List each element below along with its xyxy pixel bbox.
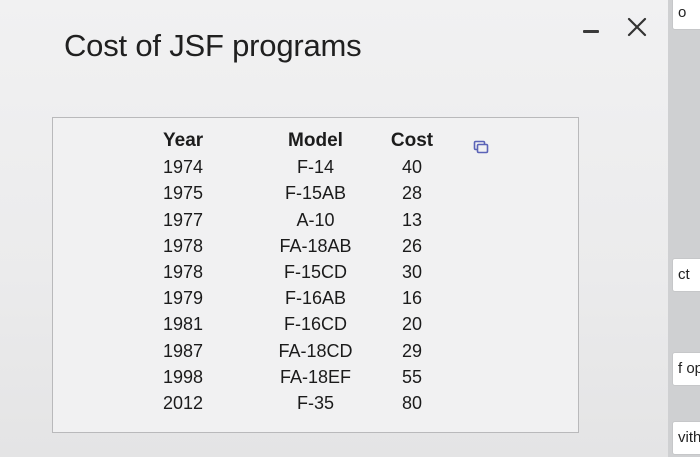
table-row: 1987 FA-18CD 29 — [163, 338, 452, 364]
cell-model: FA-18AB — [279, 235, 352, 256]
cell-model: F-14 — [296, 157, 334, 178]
cell-year: 1978 — [163, 235, 204, 256]
table-row: 1978 FA-18AB 26 — [163, 233, 452, 259]
table-row: 1998 FA-18EF 55 — [163, 364, 452, 390]
cell-model: FA-18EF — [279, 366, 352, 387]
cell-model: FA-18CD — [278, 340, 353, 361]
cell-model: A-10 — [296, 209, 335, 230]
data-dialog: Cost of JSF programs Year Model Cost 197… — [0, 0, 668, 457]
background-text-fragment: o — [672, 0, 700, 30]
cell-cost: 28 — [401, 183, 423, 204]
cell-cost: 26 — [401, 235, 423, 256]
cell-cost: 55 — [401, 366, 423, 387]
cell-cost: 30 — [401, 262, 423, 283]
cell-model: F-16CD — [283, 314, 347, 335]
cell-cost: 20 — [401, 314, 423, 335]
table-row: 1978 F-15CD 30 — [163, 259, 452, 285]
header-cost: Cost — [390, 130, 434, 151]
background-text-fragment: f op — [672, 352, 700, 386]
data-table-panel: Year Model Cost 1974 F-14 40 1975 F-15AB… — [52, 117, 579, 433]
cell-cost: 13 — [401, 209, 423, 230]
table-row: 2012 F-35 80 — [163, 390, 452, 416]
cell-model: F-15CD — [283, 262, 347, 283]
jsf-cost-table: Year Model Cost 1974 F-14 40 1975 F-15AB… — [163, 128, 452, 416]
table-row: 1981 F-16CD 20 — [163, 311, 452, 337]
cell-year: 2012 — [163, 393, 204, 414]
cell-year: 1978 — [163, 262, 204, 283]
table-row: 1977 A-10 13 — [163, 207, 452, 233]
cell-year: 1979 — [163, 288, 204, 309]
background-page-strip: o ct f op vith — [668, 0, 700, 457]
background-text-fragment: ct — [672, 258, 700, 292]
minimize-button[interactable] — [580, 18, 602, 40]
close-button[interactable] — [624, 14, 650, 40]
cell-year: 1998 — [163, 366, 204, 387]
copy-icon — [473, 140, 489, 154]
table-row: 1979 F-16AB 16 — [163, 285, 452, 311]
cell-cost: 40 — [401, 157, 423, 178]
background-text-fragment: vith — [672, 421, 700, 455]
minimize-icon — [583, 30, 599, 33]
copy-table-button[interactable] — [473, 139, 489, 155]
cell-cost: 16 — [401, 288, 423, 309]
cell-model: F-16AB — [284, 288, 347, 309]
cell-year: 1974 — [163, 157, 204, 178]
cell-cost: 29 — [401, 340, 423, 361]
cell-cost: 80 — [401, 393, 423, 414]
header-year: Year — [163, 130, 204, 151]
cell-year: 1977 — [163, 209, 204, 230]
cell-model: F-15AB — [284, 183, 347, 204]
table-row: 1975 F-15AB 28 — [163, 180, 452, 206]
cell-model: F-35 — [296, 393, 334, 414]
cell-year: 1987 — [163, 340, 204, 361]
cell-year: 1975 — [163, 183, 204, 204]
dialog-title: Cost of JSF programs — [64, 28, 362, 63]
table-row: 1974 F-14 40 — [163, 154, 452, 180]
close-icon — [627, 17, 647, 37]
header-model: Model — [288, 130, 343, 151]
table-header-row: Year Model Cost — [163, 128, 452, 154]
cell-year: 1981 — [163, 314, 204, 335]
